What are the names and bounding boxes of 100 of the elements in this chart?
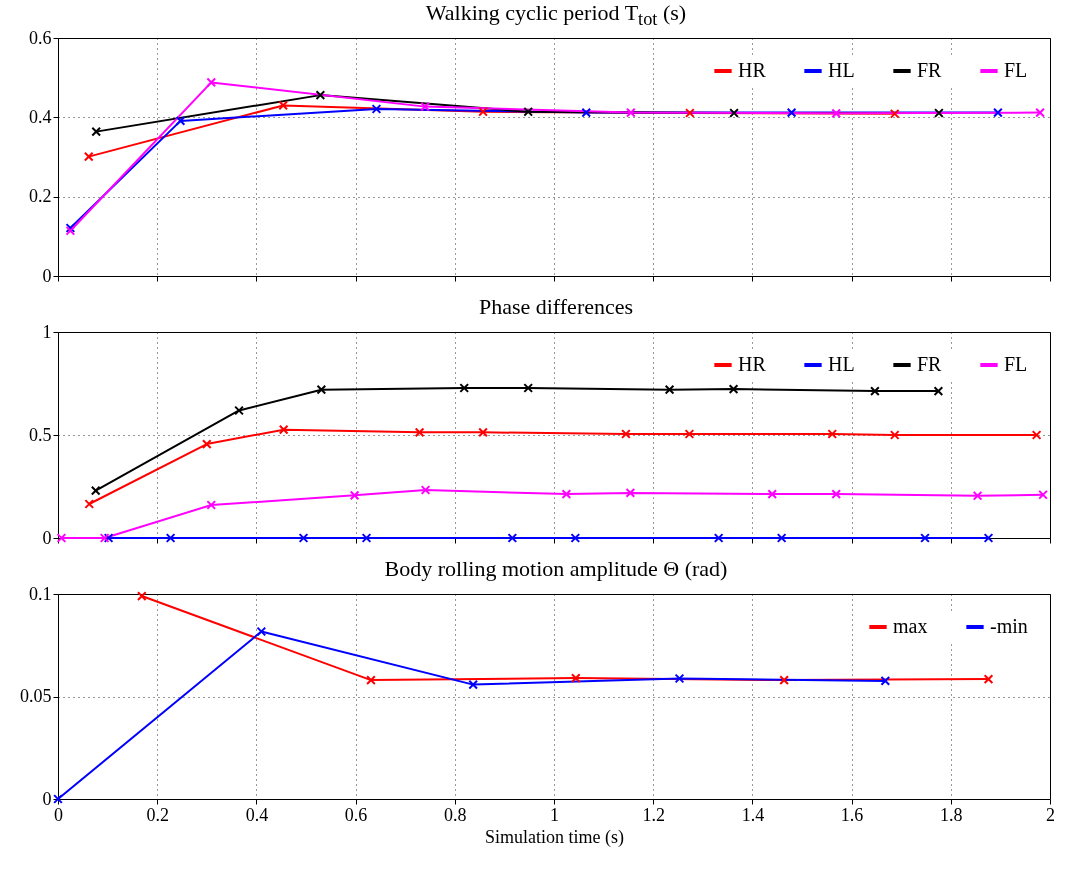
point <box>1038 489 1048 500</box>
point <box>920 533 930 543</box>
y-tick-label: 0 <box>42 527 52 548</box>
x-tick-label: 1.2 <box>642 804 665 825</box>
point <box>420 101 430 112</box>
point <box>206 77 217 88</box>
legend-label: HL <box>828 59 855 81</box>
legend-label: HL <box>828 353 855 375</box>
point <box>1031 430 1042 440</box>
legend-label: -min <box>990 615 1028 637</box>
x-tick-label: 1.8 <box>940 804 963 825</box>
legend-label: HR <box>738 353 767 375</box>
point <box>298 533 309 543</box>
point <box>478 106 488 117</box>
y-tick-label: 0.05 <box>20 686 52 706</box>
point <box>993 107 1003 118</box>
point <box>664 384 675 395</box>
point <box>674 673 685 684</box>
point <box>684 429 695 439</box>
legend-label: max <box>893 615 928 637</box>
x-tick-label: 0.2 <box>146 804 169 825</box>
point <box>972 490 983 501</box>
point <box>478 427 488 438</box>
point <box>933 386 944 396</box>
point <box>570 533 581 543</box>
point <box>256 626 267 637</box>
point <box>685 108 695 118</box>
y-tick-label: 0.4 <box>29 106 52 127</box>
legend-label: FR <box>917 353 943 375</box>
point <box>468 679 479 690</box>
point <box>90 485 101 496</box>
point <box>53 794 63 804</box>
y-tick-label: 0.5 <box>29 424 52 445</box>
point <box>713 533 724 543</box>
point <box>621 429 631 439</box>
legend-label: HR <box>738 59 767 81</box>
x-tick-label: 1 <box>550 804 559 825</box>
x-tick-label: 1.4 <box>741 804 765 825</box>
point <box>581 107 592 118</box>
x-tick-label: 0.6 <box>344 804 368 825</box>
point <box>371 104 382 114</box>
point <box>420 485 431 495</box>
point <box>278 100 289 111</box>
y-tick-label: 0.6 <box>29 27 52 48</box>
point <box>827 429 838 439</box>
y-tick-label: 1 <box>42 321 52 342</box>
point <box>507 533 518 543</box>
point <box>414 427 425 438</box>
point <box>136 591 147 601</box>
point <box>626 107 636 118</box>
point <box>349 490 360 501</box>
point <box>165 533 176 543</box>
point <box>316 384 327 395</box>
point <box>1035 107 1045 118</box>
point <box>56 533 67 543</box>
point <box>729 108 739 118</box>
point <box>83 151 94 162</box>
point <box>625 488 636 498</box>
point <box>91 126 102 137</box>
y-tick-label: 0 <box>42 788 52 809</box>
y-tick-label: 0.1 <box>29 583 52 604</box>
point <box>831 489 842 499</box>
point <box>983 674 994 684</box>
point <box>175 116 186 126</box>
point <box>870 386 880 396</box>
point <box>234 405 244 416</box>
point <box>934 108 944 118</box>
point <box>99 533 110 543</box>
legend-label: FL <box>1004 353 1028 375</box>
point <box>361 533 372 543</box>
legend-label: FL <box>1004 59 1028 81</box>
point <box>767 489 778 499</box>
point <box>728 384 739 394</box>
x-tick-label: 1.6 <box>840 804 864 825</box>
point <box>278 424 289 435</box>
x-tick-label: 2 <box>1046 804 1055 825</box>
point <box>983 533 994 543</box>
point <box>459 383 470 393</box>
point <box>779 675 790 685</box>
point <box>889 430 900 440</box>
point <box>315 90 326 100</box>
point <box>366 675 376 685</box>
point <box>561 489 572 499</box>
point <box>103 533 114 543</box>
x-axis-title: Simulation time (s) <box>485 826 624 848</box>
legend-label: FR <box>917 59 943 81</box>
point <box>206 500 217 510</box>
chart-title: Phase differences <box>477 294 635 320</box>
point <box>880 676 891 686</box>
point <box>831 108 842 119</box>
x-tick-label: 0.8 <box>444 804 467 825</box>
point <box>523 383 534 393</box>
point <box>776 533 787 543</box>
point <box>201 439 212 449</box>
point <box>523 106 534 117</box>
y-tick-label: 0.2 <box>29 186 52 207</box>
chart-title: Walking cyclic period T$_{tot}$ (s) <box>424 0 688 30</box>
x-tick-label: 0.4 <box>245 804 269 825</box>
chart-title: Body rolling motion amplitude Θ (rad) <box>383 556 729 582</box>
point <box>84 499 95 509</box>
